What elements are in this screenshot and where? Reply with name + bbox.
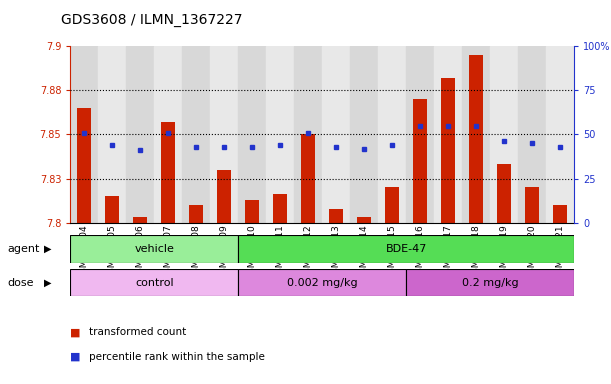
Bar bbox=[469, 55, 483, 223]
Bar bbox=[182, 46, 210, 223]
Bar bbox=[245, 200, 259, 223]
Text: transformed count: transformed count bbox=[89, 327, 186, 337]
Bar bbox=[161, 122, 175, 223]
Bar bbox=[406, 46, 434, 223]
Bar bbox=[386, 187, 400, 223]
Bar bbox=[98, 46, 126, 223]
Text: 0.002 mg/kg: 0.002 mg/kg bbox=[287, 278, 357, 288]
Bar bbox=[490, 46, 518, 223]
Bar bbox=[406, 269, 574, 296]
Bar bbox=[126, 46, 154, 223]
Bar bbox=[441, 78, 455, 223]
Text: percentile rank within the sample: percentile rank within the sample bbox=[89, 352, 265, 362]
Bar bbox=[105, 196, 119, 223]
Bar bbox=[378, 46, 406, 223]
Bar bbox=[554, 205, 568, 223]
Bar bbox=[295, 46, 323, 223]
Bar bbox=[70, 46, 98, 223]
Bar bbox=[77, 108, 91, 223]
Bar bbox=[70, 269, 238, 296]
Text: 0.2 mg/kg: 0.2 mg/kg bbox=[462, 278, 519, 288]
Text: agent: agent bbox=[7, 244, 40, 254]
Bar bbox=[301, 134, 315, 223]
Text: dose: dose bbox=[7, 278, 34, 288]
Bar bbox=[357, 217, 371, 223]
Bar bbox=[238, 46, 266, 223]
Bar bbox=[350, 46, 378, 223]
Text: BDE-47: BDE-47 bbox=[386, 244, 427, 254]
Bar bbox=[546, 46, 574, 223]
Bar bbox=[70, 235, 238, 263]
Bar bbox=[133, 217, 147, 223]
Bar bbox=[189, 205, 203, 223]
Text: vehicle: vehicle bbox=[134, 244, 174, 254]
Bar bbox=[323, 46, 350, 223]
Bar bbox=[210, 46, 238, 223]
Bar bbox=[218, 170, 232, 223]
Text: ▶: ▶ bbox=[44, 278, 51, 288]
Text: ■: ■ bbox=[70, 352, 81, 362]
Bar bbox=[434, 46, 463, 223]
Text: ■: ■ bbox=[70, 327, 81, 337]
Bar bbox=[525, 187, 540, 223]
Text: control: control bbox=[135, 278, 174, 288]
Bar bbox=[154, 46, 182, 223]
Bar bbox=[497, 164, 511, 223]
Bar bbox=[463, 46, 490, 223]
Bar bbox=[273, 194, 287, 223]
Bar bbox=[518, 46, 546, 223]
Text: GDS3608 / ILMN_1367227: GDS3608 / ILMN_1367227 bbox=[61, 13, 243, 27]
Bar bbox=[413, 99, 427, 223]
Bar bbox=[266, 46, 295, 223]
Bar bbox=[238, 269, 406, 296]
Bar bbox=[238, 235, 574, 263]
Bar bbox=[329, 209, 343, 223]
Text: ▶: ▶ bbox=[44, 244, 51, 254]
